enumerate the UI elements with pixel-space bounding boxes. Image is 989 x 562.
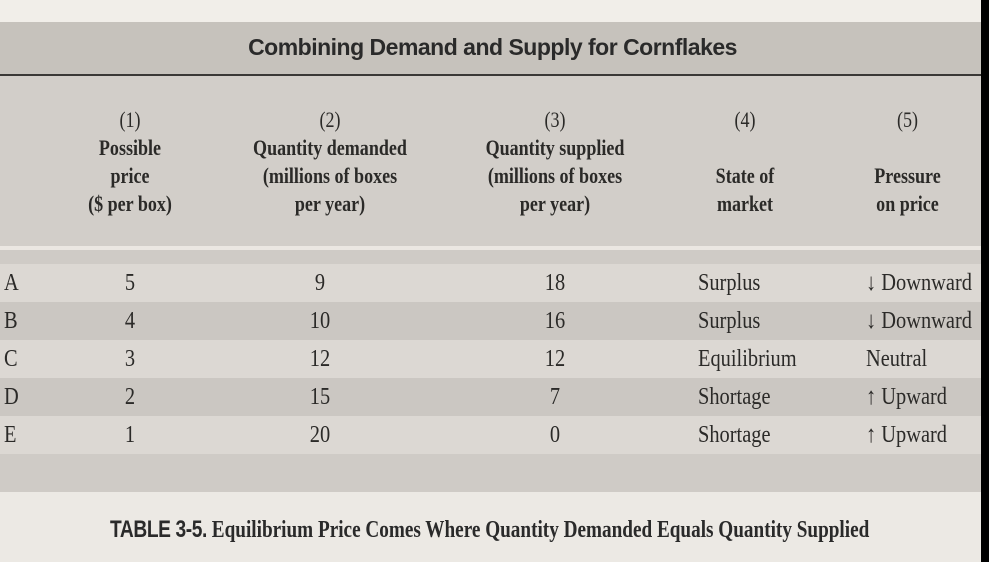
pressure-cell: ↑ Upward <box>866 384 948 410</box>
quantity-demanded-cell: 15 <box>309 384 331 410</box>
table-row <box>0 378 985 416</box>
state-cell: Surplus <box>698 270 761 296</box>
price-cell: 3 <box>124 346 136 372</box>
pressure-cell: Neutral <box>866 346 928 372</box>
column-sub-label: per year) <box>519 191 591 216</box>
pressure-cell: ↑ Upward <box>866 422 948 448</box>
quantity-supplied-cell: 0 <box>549 422 561 448</box>
pressure-cell: ↓ Downward <box>866 308 972 334</box>
table-row <box>0 302 985 340</box>
quantity-supplied-cell: 12 <box>544 346 566 372</box>
pressure-cell: ↓ Downward <box>866 270 972 296</box>
price-cell: 5 <box>124 270 136 296</box>
cornflakes-table: Combining Demand and Supply for Cornflak… <box>0 22 985 492</box>
row-letter: D <box>4 384 19 410</box>
column-header-5: (5) Pressure on price <box>856 106 959 218</box>
title-rule <box>0 74 985 76</box>
column-sub-label: market <box>716 191 774 216</box>
header-rule <box>0 246 985 250</box>
state-cell: Shortage <box>698 422 771 448</box>
column-header-2: (2) Quantity demanded (millions of boxes… <box>240 106 420 218</box>
caption-label: TABLE 3-5. <box>110 516 207 543</box>
column-number: (3) <box>544 107 566 132</box>
quantity-supplied-cell: 16 <box>544 308 566 334</box>
column-number: (2) <box>319 107 341 132</box>
column-header-1: (1) Possible price ($ per box) <box>73 106 188 218</box>
column-sub-label: (millions of boxes <box>487 163 623 188</box>
quantity-supplied-cell: 7 <box>549 384 561 410</box>
quantity-demanded-cell: 9 <box>314 270 326 296</box>
table-row <box>0 340 985 378</box>
column-sub-label: per year) <box>294 191 366 216</box>
state-cell: Equilibrium <box>698 346 797 372</box>
price-cell: 2 <box>124 384 136 410</box>
column-number: (1) <box>119 107 141 132</box>
column-sub-label: State of <box>715 163 775 188</box>
column-label <box>856 134 959 162</box>
page-top-margin <box>0 0 985 22</box>
column-label: Quantity demanded <box>253 135 407 160</box>
state-cell: Surplus <box>698 308 761 334</box>
row-letter: C <box>4 346 18 372</box>
quantity-demanded-cell: 20 <box>309 422 331 448</box>
table-caption: TABLE 3-5. Equilibrium Price Comes Where… <box>110 516 869 544</box>
column-header-3: (3) Quantity supplied (millions of boxes… <box>465 106 645 218</box>
column-label: Quantity supplied <box>485 135 625 160</box>
row-letter: A <box>4 270 19 296</box>
column-header-4: (4) State of market <box>692 106 799 218</box>
column-number: (4) <box>734 107 756 132</box>
column-number: (5) <box>896 107 919 132</box>
column-label: Possible <box>98 135 162 160</box>
quantity-supplied-cell: 18 <box>544 270 566 296</box>
caption-text: Equilibrium Price Comes Where Quantity D… <box>211 517 870 543</box>
quantity-demanded-cell: 12 <box>309 346 331 372</box>
price-cell: 4 <box>124 308 136 334</box>
row-letter: E <box>4 422 17 448</box>
state-cell: Shortage <box>698 384 771 410</box>
column-sub-label: price <box>110 163 150 188</box>
caption-area <box>0 492 985 562</box>
header-band <box>0 76 985 246</box>
column-sub-label: ($ per box) <box>88 191 172 216</box>
column-sub-label: on price <box>876 191 939 216</box>
row-letter: B <box>4 308 18 334</box>
column-sub-label: (millions of boxes <box>262 163 398 188</box>
table-title-band <box>0 22 985 74</box>
table-title: Combining Demand and Supply for Cornflak… <box>248 34 737 60</box>
price-cell: 1 <box>124 422 136 448</box>
column-label <box>692 134 799 162</box>
table-row <box>0 416 985 454</box>
quantity-demanded-cell: 10 <box>309 308 331 334</box>
column-sub-label: Pressure <box>874 163 941 188</box>
table-row <box>0 264 985 302</box>
